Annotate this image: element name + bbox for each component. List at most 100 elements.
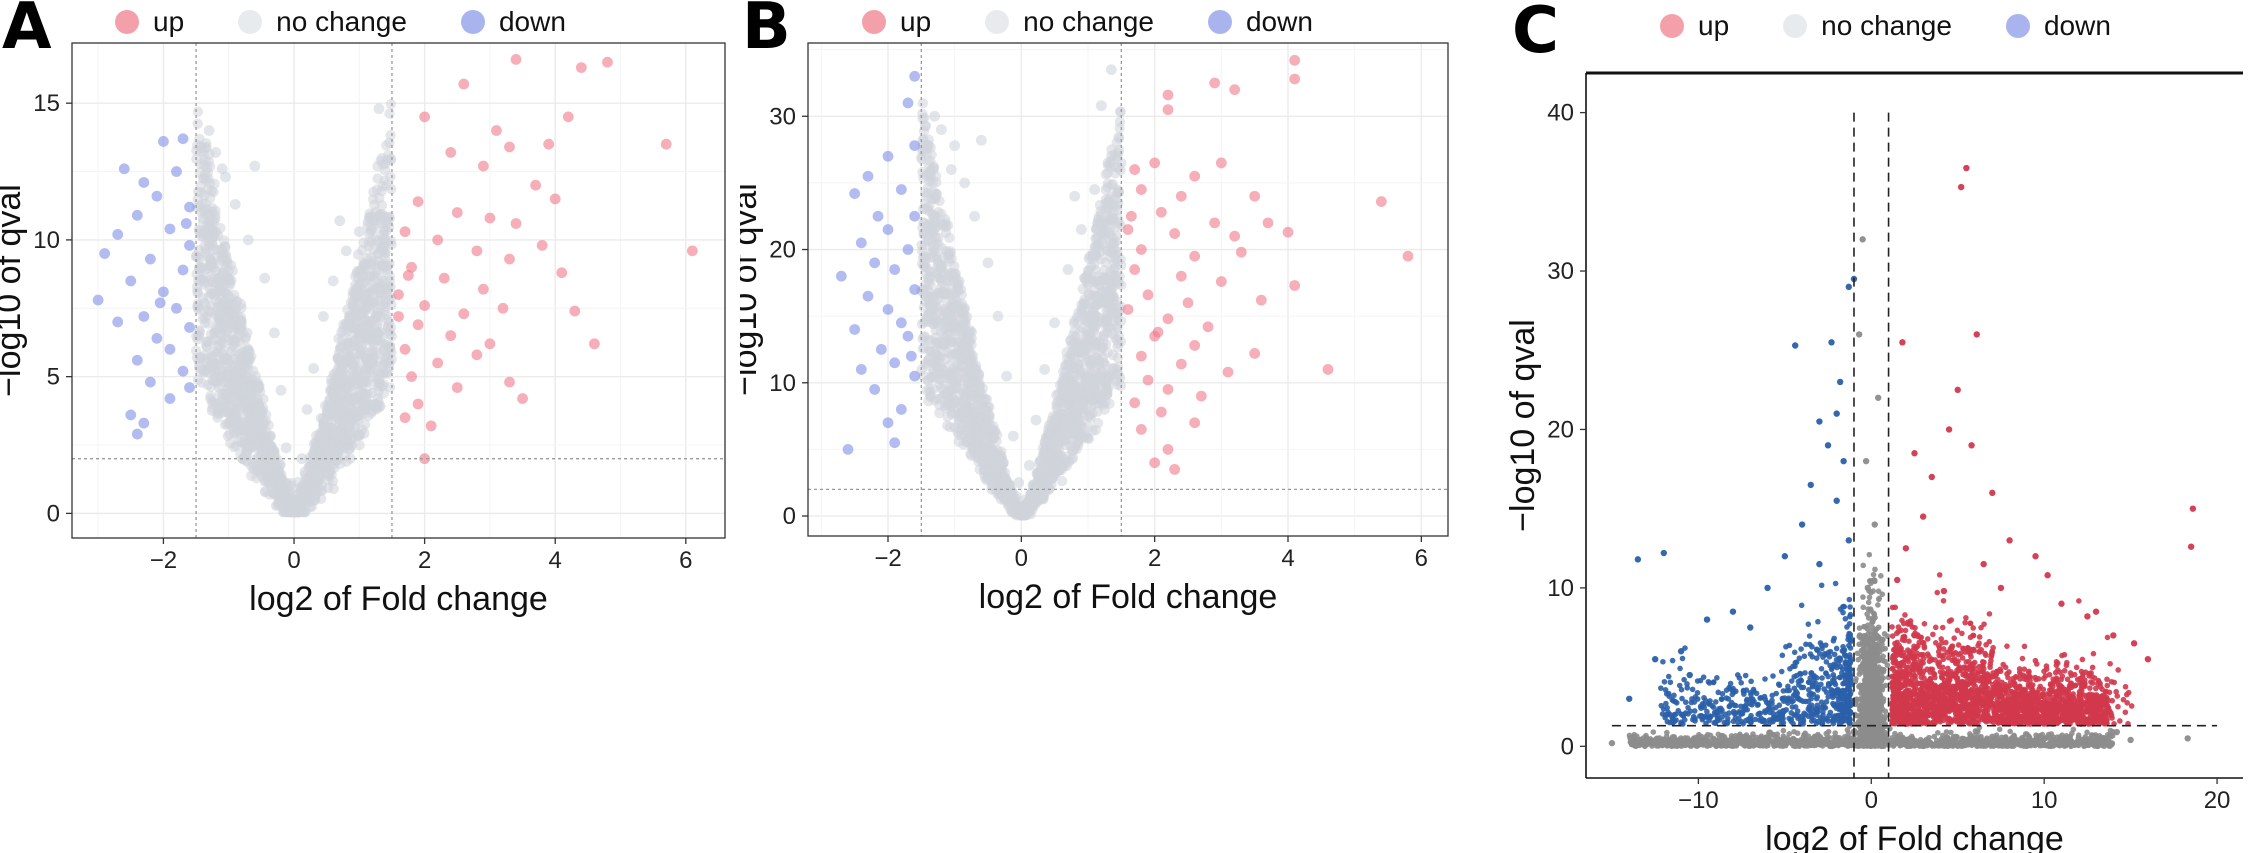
point-no-change [1091,388,1102,400]
point-no-change [1854,650,1861,657]
point-no-change [260,454,272,466]
legend-item-no-change: no change [985,6,1154,38]
point-up [517,393,528,404]
y-tick-label: 5 [47,364,60,391]
point-no-change [316,484,328,496]
point-no-change [1001,370,1013,382]
x-tick-label: 0 [1015,545,1028,572]
point-no-change [354,439,365,451]
point-no-change [978,394,990,405]
point-no-change [242,356,254,368]
point-no-change [1003,480,1014,491]
point-down [862,170,874,182]
point-no-change [927,226,938,237]
point-no-change [1062,264,1074,275]
point-no-change [199,190,210,201]
point-down [138,417,150,429]
point-no-change [917,98,928,109]
point-up [1282,226,1294,238]
point-no-change [381,284,392,296]
point-no-change [282,504,294,516]
point-no-change [1061,347,1072,358]
point-no-change [1082,265,1094,276]
point-no-change [238,389,249,400]
point-no-change [269,327,280,339]
point-no-change [1069,190,1081,202]
point-no-change [358,237,369,248]
point-down [909,140,921,151]
point-down [112,229,124,240]
point-no-change [240,373,252,385]
point-no-change [372,310,384,321]
point-no-change [228,360,239,371]
point-no-change [362,388,374,400]
point-up [399,343,411,355]
point-down [99,248,111,259]
legend-dot-no-change [985,10,1010,34]
point-up [1162,313,1174,325]
point-no-change [220,171,231,183]
point-up [399,412,411,424]
point-down [909,70,921,82]
point-no-change [1109,306,1120,317]
point-no-change [1041,446,1052,457]
point-up [1149,157,1161,169]
point-no-change [207,374,218,386]
point-no-change [921,169,932,180]
point-no-change [348,302,359,313]
point-no-change [203,305,214,317]
point-no-change [992,488,1003,500]
point-no-change [319,465,330,477]
point-no-change [1048,421,1060,432]
point-no-change [314,447,326,459]
point-no-change [278,490,290,501]
point-up [510,218,522,229]
point-up [1135,244,1147,255]
point-no-change [348,335,360,346]
point-no-change [969,210,981,222]
point-up [543,138,555,150]
point-down [889,264,901,275]
point-no-change [202,167,214,179]
point-no-change [1004,492,1016,503]
point-no-change [358,311,369,323]
point-no-change [327,275,339,287]
point-down [869,384,881,395]
point-no-change [932,351,943,362]
point-no-change [291,494,303,506]
point-no-change [1078,297,1089,308]
point-no-change [943,321,954,332]
point-no-change [1043,431,1054,442]
point-up [1255,294,1267,306]
point-down [118,163,130,175]
point-no-change [994,464,1005,475]
point-down [158,136,169,147]
point-no-change [253,422,265,433]
point-up [1402,250,1414,262]
point-no-change [386,330,398,342]
point-down [882,417,894,429]
point-no-change [937,277,948,288]
point-no-change [275,384,287,396]
point-no-change [1025,501,1037,513]
point-no-change [214,275,225,286]
point-up [477,283,489,295]
point-up [438,272,450,284]
point-no-change [920,120,932,132]
legend-item-up: up [115,6,184,38]
point-up [686,245,698,257]
point-no-change [1111,137,1122,148]
point-up [458,308,470,320]
point-no-change [334,215,346,227]
plot-border [807,42,1449,537]
legend-dot-no-change [238,10,263,34]
point-up [1375,196,1387,207]
point-up [1129,164,1141,175]
point-up [1129,264,1141,275]
point-no-change [305,477,317,488]
point-no-change [1067,419,1078,431]
point-down [180,218,192,229]
point-no-change [944,421,956,433]
point-up [1135,184,1147,195]
point-no-change [329,434,341,445]
